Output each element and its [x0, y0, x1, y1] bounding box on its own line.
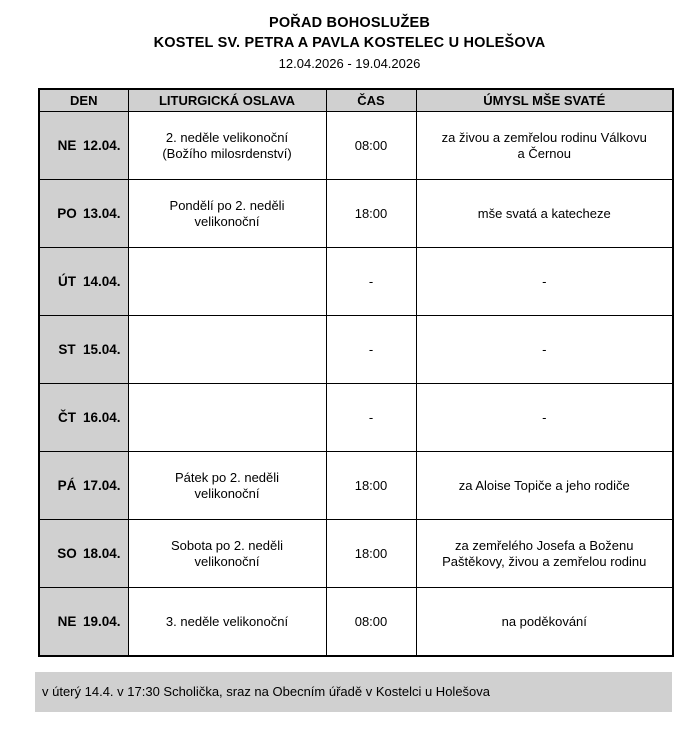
- intent-line-1: za živou a zemřelou rodinu Válkovu: [441, 129, 647, 145]
- liturgy-line-1: 2. neděle velikonoční: [165, 129, 289, 145]
- cell-liturgy: Sobota po 2. neděli velikonoční: [127, 519, 327, 588]
- schedule-table-wrapper: DEN LITURGICKÁ OSLAVA ČAS ÚMYSL MŠE SVAT…: [38, 88, 674, 657]
- cell-day: ČT 16.04.: [38, 383, 129, 452]
- cell-day: NE 19.04.: [38, 587, 129, 657]
- intent-line-2: a Černou: [517, 145, 571, 161]
- cell-liturgy: [127, 383, 327, 452]
- intent-line-1: mše svatá a katecheze: [477, 205, 611, 221]
- page-title-line-1: POŘAD BOHOSLUŽEB: [268, 15, 431, 31]
- cell-time: -: [325, 315, 417, 384]
- intent-line-1: -: [542, 273, 547, 289]
- cell-day: PO 13.04.: [38, 179, 129, 248]
- cell-time: 18:00: [325, 519, 417, 588]
- day-date: 13.04.: [82, 205, 121, 221]
- document-heading: POŘAD BOHOSLUŽEB KOSTEL SV. PETRA A PAVL…: [0, 0, 699, 74]
- cell-intent: na poděkování: [415, 587, 674, 657]
- day-abbreviation: ST: [58, 341, 76, 357]
- cell-intent: -: [415, 247, 674, 316]
- cell-liturgy: [127, 247, 327, 316]
- cell-intent: za zemřelého Josefa a Boženu Paštěkovy, …: [415, 519, 674, 588]
- cell-time: 18:00: [325, 179, 417, 248]
- cell-time: 18:00: [325, 451, 417, 520]
- day-abbreviation: ČT: [57, 409, 76, 425]
- cell-liturgy: 3. neděle velikonoční: [127, 587, 327, 657]
- column-header-den: DEN: [38, 88, 129, 112]
- intent-line-1: na poděkování: [501, 613, 587, 629]
- schedule-table: DEN LITURGICKÁ OSLAVA ČAS ÚMYSL MŠE SVAT…: [38, 88, 674, 657]
- cell-day: NE 12.04.: [38, 111, 129, 180]
- table-header: DEN LITURGICKÁ OSLAVA ČAS ÚMYSL MŠE SVAT…: [38, 88, 674, 112]
- cell-intent: -: [415, 315, 674, 384]
- intent-line-1: za Aloise Topiče a jeho rodiče: [458, 477, 630, 493]
- day-abbreviation: ÚT: [57, 273, 76, 289]
- day-abbreviation: PÁ: [57, 477, 77, 493]
- table-row: NE 12.04. 2. neděle velikonoční (Božího m…: [38, 111, 674, 180]
- liturgy-line-2: velikonoční: [194, 213, 260, 229]
- day-abbreviation: NE: [57, 137, 77, 153]
- date-range: 12.04.2026 - 19.04.2026: [278, 56, 421, 71]
- cell-liturgy: 2. neděle velikonoční (Božího milosrdens…: [127, 111, 327, 180]
- cell-day: SO 18.04.: [38, 519, 129, 588]
- intent-line-1: za zemřelého Josefa a Boženu: [455, 537, 634, 553]
- liturgy-line-1: Sobota po 2. neděli: [170, 537, 284, 553]
- intent-line-2: Paštěkovy, živou a zemřelou rodinu: [442, 553, 647, 569]
- table-body: NE 12.04. 2. neděle velikonoční (Božího m…: [38, 111, 674, 657]
- table-row: SO 18.04. Sobota po 2. neděli velikonoční…: [38, 519, 674, 588]
- cell-liturgy: Pátek po 2. neděli velikonoční: [127, 451, 327, 520]
- liturgy-line-2: velikonoční: [194, 485, 260, 501]
- cell-time: 08:00: [325, 111, 417, 180]
- day-date: 14.04.: [82, 273, 121, 289]
- cell-intent: mše svatá a katecheze: [415, 179, 674, 248]
- cell-liturgy: [127, 315, 327, 384]
- page-title-line-2: KOSTEL SV. PETRA A PAVLA KOSTELEC U HOLE…: [153, 35, 546, 51]
- table-row: NE 19.04. 3. neděle velikonoční 08:00 na …: [38, 587, 674, 657]
- cell-day: PÁ 17.04.: [38, 451, 129, 520]
- cell-intent: za živou a zemřelou rodinu Válkovu a Čer…: [415, 111, 674, 180]
- table-row: PO 13.04. Pondělí po 2. neděli velikonočn…: [38, 179, 674, 248]
- cell-intent: -: [415, 383, 674, 452]
- cell-day: ÚT 14.04.: [38, 247, 129, 316]
- table-row: ČT 16.04. - -: [38, 383, 674, 452]
- column-header-cas: ČAS: [325, 88, 417, 112]
- liturgy-line-1: 3. neděle velikonoční: [165, 613, 289, 629]
- liturgy-line-1: Pondělí po 2. neděli: [169, 197, 285, 213]
- column-header-umysl-mse-svate: ÚMYSL MŠE SVATÉ: [415, 88, 674, 112]
- liturgy-line-1: Pátek po 2. neděli: [174, 469, 280, 485]
- day-abbreviation: NE: [57, 613, 77, 629]
- cell-liturgy: Pondělí po 2. neděli velikonoční: [127, 179, 327, 248]
- footer-note: v úterý 14.4. v 17:30 Scholička, sraz na…: [35, 672, 672, 712]
- cell-day: ST 15.04.: [38, 315, 129, 384]
- table-row: ST 15.04. - -: [38, 315, 674, 384]
- intent-line-1: -: [542, 341, 547, 357]
- day-date: 15.04.: [82, 341, 121, 357]
- day-date: 17.04.: [82, 477, 121, 493]
- day-abbreviation: PO: [57, 205, 77, 221]
- day-date: 16.04.: [82, 409, 121, 425]
- cell-time: -: [325, 247, 417, 316]
- day-abbreviation: SO: [57, 545, 77, 561]
- table-header-row: DEN LITURGICKÁ OSLAVA ČAS ÚMYSL MŠE SVAT…: [38, 88, 674, 112]
- cell-time: 08:00: [325, 587, 417, 657]
- day-date: 18.04.: [82, 545, 121, 561]
- liturgy-line-2: (Božího milosrdenství): [162, 145, 292, 161]
- day-date: 19.04.: [82, 613, 121, 629]
- table-row: PÁ 17.04. Pátek po 2. neděli velikonoční …: [38, 451, 674, 520]
- day-date: 12.04.: [82, 137, 121, 153]
- cell-intent: za Aloise Topiče a jeho rodiče: [415, 451, 674, 520]
- liturgy-line-2: velikonoční: [194, 553, 260, 569]
- table-row: ÚT 14.04. - -: [38, 247, 674, 316]
- cell-time: -: [325, 383, 417, 452]
- intent-line-1: -: [542, 409, 547, 425]
- column-header-liturgicka-oslava: LITURGICKÁ OSLAVA: [127, 88, 327, 112]
